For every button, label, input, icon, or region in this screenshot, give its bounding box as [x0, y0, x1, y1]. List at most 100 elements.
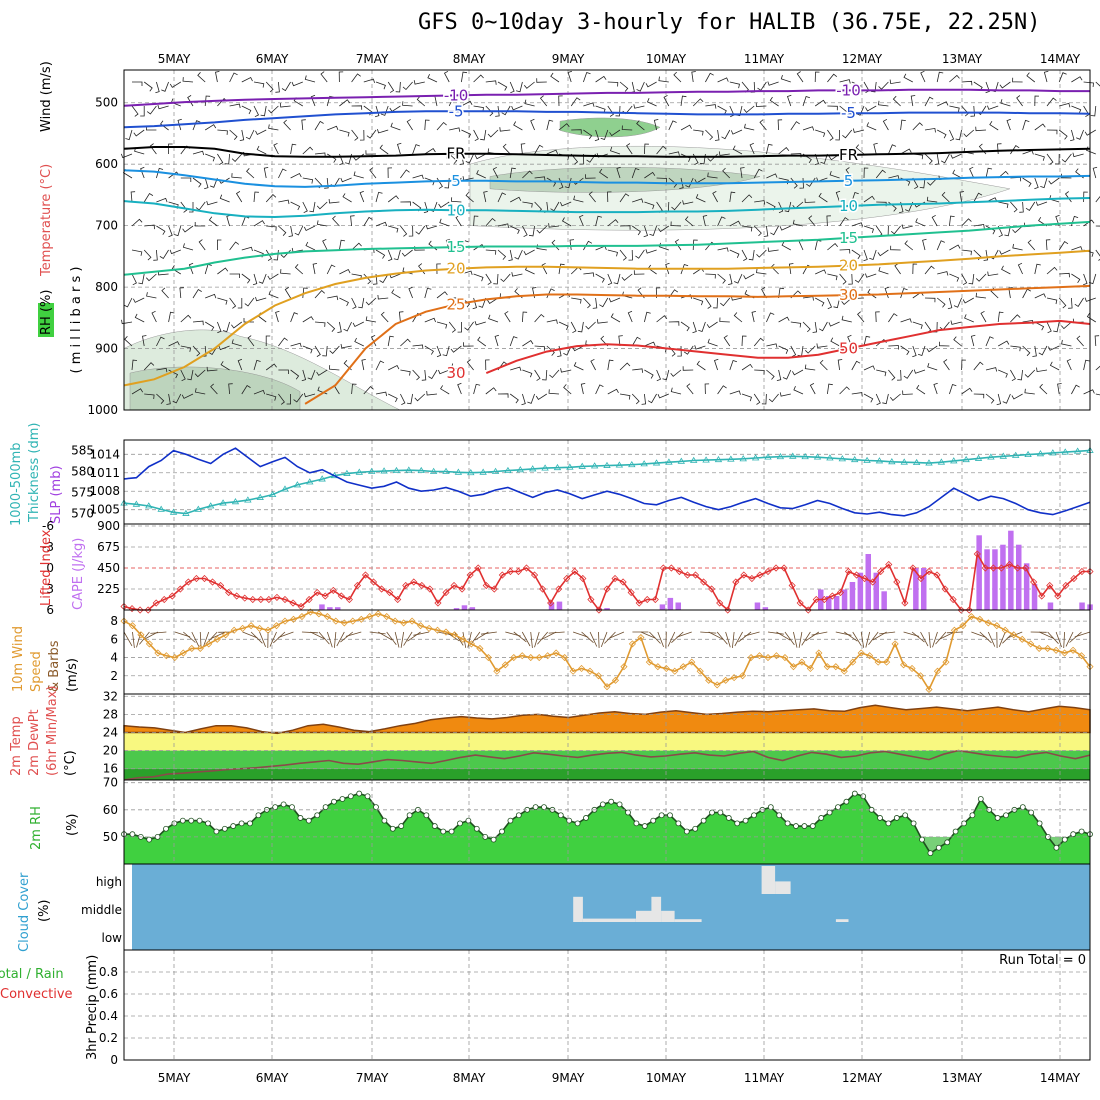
cape-bar — [548, 602, 555, 610]
wind-barb — [288, 225, 293, 237]
y-tick-label: 6 — [110, 632, 118, 646]
wind-barb — [802, 126, 815, 131]
wind-barb — [705, 72, 714, 83]
wind-barb — [307, 369, 316, 380]
wind-barb — [205, 293, 217, 299]
precip-ylabel-total: Total / Rain — [0, 967, 64, 982]
wind-barb — [743, 273, 755, 280]
surface-wind-barb — [269, 631, 277, 647]
wind-barb — [1074, 297, 1084, 307]
wind-barb — [157, 104, 169, 110]
wind-barb — [1066, 358, 1072, 371]
wind-barb — [204, 177, 209, 190]
wind-barb — [754, 200, 766, 205]
data-point — [355, 468, 364, 475]
wind-barb — [722, 167, 731, 179]
wind-barb — [900, 119, 906, 131]
isotherm-label: 5 — [451, 172, 461, 190]
wind-barb — [140, 106, 145, 117]
y-tick-label: 0 — [46, 561, 54, 575]
wind-barb — [867, 288, 877, 299]
wind-barb — [1070, 129, 1075, 142]
wind-barb — [241, 273, 251, 284]
wind-barb — [766, 143, 773, 155]
wind-barb — [131, 273, 137, 286]
data-point — [128, 605, 136, 613]
data-point — [160, 595, 168, 604]
surface-wind-barb — [725, 631, 731, 648]
wind-barb — [698, 321, 706, 333]
wind-barb — [815, 297, 825, 307]
wind-barb — [461, 270, 473, 276]
wind-ylabel: (m/s) — [65, 658, 80, 692]
wind-barb — [461, 71, 468, 83]
wind-barb — [926, 196, 938, 203]
wind-barb — [892, 95, 901, 107]
temp-ylabel: (°C) — [63, 750, 78, 776]
surface-wind-barb — [259, 631, 266, 647]
wind-barb — [1035, 201, 1048, 206]
wind-barb — [1040, 177, 1048, 189]
surface-wind-barb — [454, 631, 464, 646]
cloud-bar — [775, 881, 791, 894]
surface-wind-barb — [865, 631, 871, 648]
wind-barb — [628, 249, 633, 261]
wind-barb — [171, 265, 182, 275]
surface-wind-barb — [676, 631, 692, 638]
wind-barb — [131, 249, 143, 256]
wind-barb — [243, 318, 254, 323]
wind-barb — [913, 369, 926, 374]
wind-barb — [827, 129, 834, 141]
wind-barb — [258, 273, 267, 284]
surface-wind-barb — [572, 631, 589, 638]
wind-barb — [670, 369, 682, 377]
wind-barb — [131, 105, 139, 117]
wind-barb — [485, 387, 497, 395]
wind-barb — [973, 192, 983, 203]
wind-barb — [873, 142, 878, 155]
wind-barb — [1024, 369, 1036, 378]
wind-barb — [478, 297, 487, 308]
isotherm-label: 30 — [447, 364, 466, 382]
wind-barb — [278, 369, 289, 374]
wind-barb — [870, 81, 877, 93]
data-point — [448, 828, 455, 835]
wind-barb — [436, 121, 447, 131]
wind-barb — [790, 321, 802, 328]
wind-barb — [400, 393, 406, 406]
wind-barb — [980, 310, 987, 323]
wind-barb — [644, 311, 651, 323]
data-point — [490, 585, 498, 593]
surface-wind-barb — [700, 631, 717, 634]
wind-barb — [1032, 345, 1037, 357]
data-point — [222, 631, 230, 639]
data-point — [578, 462, 586, 469]
wind-barb — [707, 338, 718, 347]
surface-wind-barb — [1055, 631, 1062, 648]
wind-barb — [365, 316, 377, 323]
cloud-bar — [636, 910, 652, 922]
y-tick-label: 1014 — [89, 447, 120, 461]
data-point — [171, 653, 179, 662]
data-point — [192, 574, 201, 583]
cape-bar — [1000, 544, 1006, 610]
wind-barb — [217, 297, 228, 305]
wind-barb — [875, 311, 880, 323]
data-point — [973, 550, 981, 558]
wind-barb — [863, 225, 875, 234]
wind-barb — [522, 225, 528, 238]
wind-barb — [818, 321, 828, 332]
dewpoint-line — [123, 749, 1091, 781]
wind-barb — [830, 337, 840, 347]
isotherm-label: FR — [447, 145, 466, 163]
data-point — [423, 812, 430, 819]
wind-barb — [328, 365, 340, 371]
wind-barb — [228, 383, 233, 395]
wind-ylabel: 10m Wind — [11, 626, 26, 692]
data-point — [965, 606, 973, 614]
wind-barb — [563, 345, 572, 356]
wind-barb — [448, 96, 458, 107]
wind-barb — [1039, 383, 1048, 395]
data-point — [315, 610, 323, 618]
data-point — [221, 825, 228, 832]
